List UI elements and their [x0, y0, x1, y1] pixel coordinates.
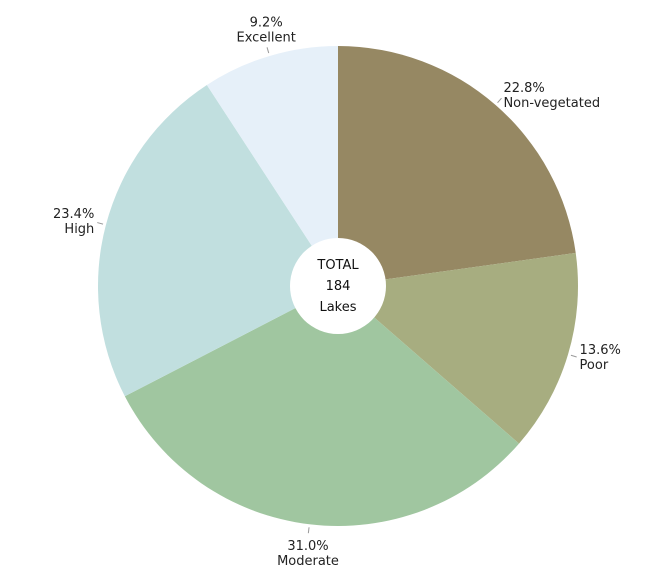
- center-total-unit: Lakes: [319, 300, 356, 315]
- slice-category-label-excellent: Excellent: [236, 30, 295, 45]
- slices-layer: [98, 46, 578, 526]
- leader-lines-layer: [97, 47, 577, 534]
- pie-slice-moderate: [124, 286, 520, 526]
- slice-percent-label-poor: 13.6%: [580, 343, 621, 358]
- leader-line-excellent: [266, 47, 270, 54]
- leader-line-poor: [570, 354, 577, 358]
- slice-percent-label-high: 23.4%: [53, 207, 94, 222]
- leader-line-moderate: [307, 527, 310, 534]
- slice-category-label-poor: Poor: [580, 358, 609, 373]
- slice-category-label-non-vegetated: Non-vegetated: [503, 96, 600, 111]
- pie-slice-excellent: [206, 46, 338, 286]
- slice-category-label-high: High: [64, 222, 94, 237]
- slice-labels-layer: 22.8%Non-vegetated 13.6%Poor 31.0%Moderate…: [53, 15, 621, 569]
- pie-slice-high: [98, 84, 338, 397]
- center-total-value: 184: [326, 279, 351, 294]
- slice-percent-label-non-vegetated: 22.8%: [503, 81, 544, 96]
- slice-percent-label-moderate: 31.0%: [287, 539, 328, 554]
- leader-line-non-vegetated: [497, 97, 502, 104]
- pie-slice-poor: [338, 252, 578, 444]
- center-total-label: TOTAL: [316, 258, 359, 273]
- slice-category-label-moderate: Moderate: [277, 554, 339, 569]
- leader-line-high: [97, 222, 104, 225]
- center-hole: [290, 238, 386, 334]
- slice-percent-label-excellent: 9.2%: [250, 15, 283, 30]
- pie-slice-non-vegetated: [338, 46, 576, 286]
